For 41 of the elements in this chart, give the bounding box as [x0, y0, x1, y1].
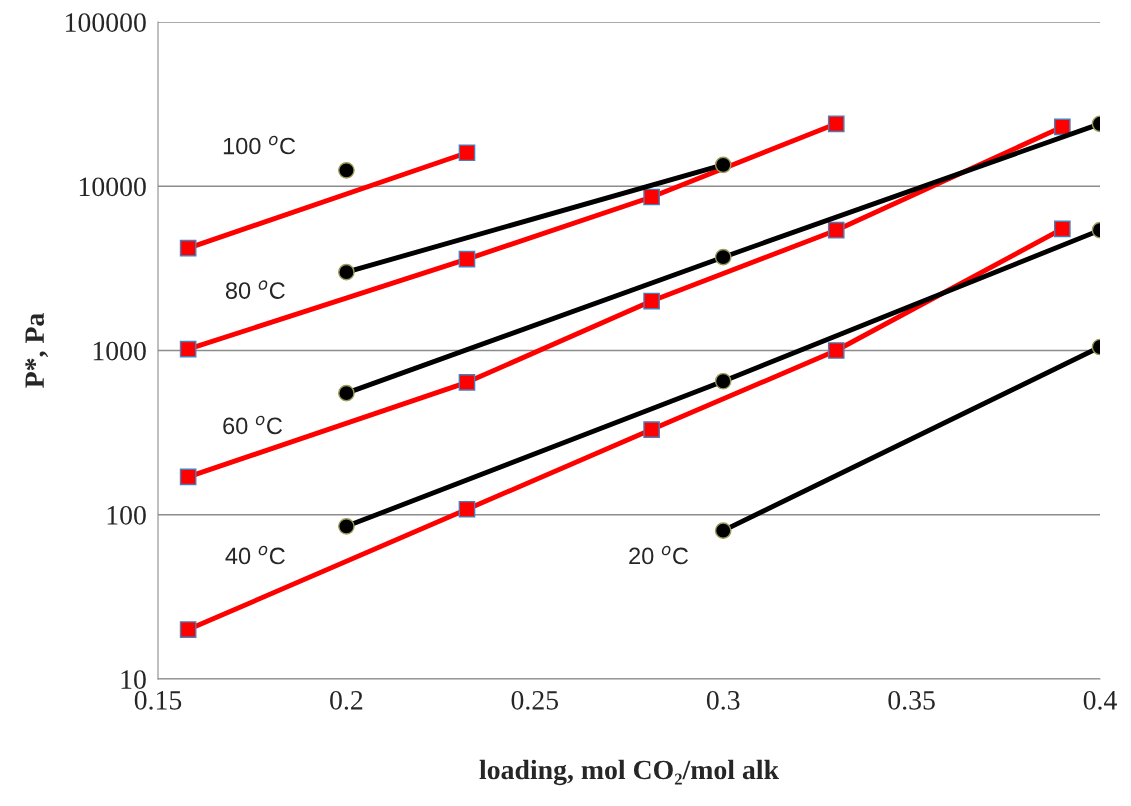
- point: [338, 384, 355, 402]
- annotation: 80 $^{o}$C: [225, 280, 285, 299]
- x-axis-title: loading, mol CO₂/mol alk: [479, 759, 779, 786]
- point: [643, 292, 660, 310]
- point: [338, 161, 355, 179]
- point: [338, 263, 355, 281]
- point: [458, 144, 476, 162]
- point: [458, 374, 476, 391]
- point: [643, 421, 660, 438]
- point: [827, 221, 845, 239]
- point: [827, 342, 845, 359]
- y-tick-label: 10000: [79, 177, 146, 197]
- point: [179, 468, 197, 486]
- x-tick-label: 0.35: [888, 690, 935, 710]
- point: [1053, 118, 1071, 136]
- y-tick-label: 1000: [93, 341, 146, 361]
- point: [179, 239, 197, 257]
- y-tick-label: 100: [107, 505, 146, 525]
- point: [714, 156, 732, 174]
- point: [338, 518, 355, 535]
- point: [714, 372, 732, 390]
- y-axis-title: P*, Pa: [25, 313, 49, 388]
- point: [643, 188, 660, 206]
- point: [714, 248, 732, 266]
- point: [179, 340, 197, 358]
- point: [458, 250, 476, 268]
- point: [179, 621, 197, 638]
- x-tick-label: 0.25: [511, 690, 559, 710]
- x-tick-label: 0.2: [330, 690, 363, 710]
- y-tick-label: 10: [121, 670, 146, 689]
- annotation: 40 $^{o}$C: [225, 545, 285, 565]
- x-tick-label: 0.4: [1083, 690, 1117, 710]
- x-tick-label: 0.15: [134, 690, 182, 710]
- annotation: 20 $^{o}$C: [629, 545, 689, 565]
- annotation: 60 $^{o}$C: [223, 415, 283, 435]
- x-tick-label: 0.3: [706, 690, 740, 710]
- point: [1053, 220, 1071, 238]
- point: [458, 500, 476, 518]
- y-tick-label: 100000: [66, 13, 146, 32]
- point: [827, 115, 845, 133]
- annotation: 100 $^{o}$C: [223, 135, 296, 155]
